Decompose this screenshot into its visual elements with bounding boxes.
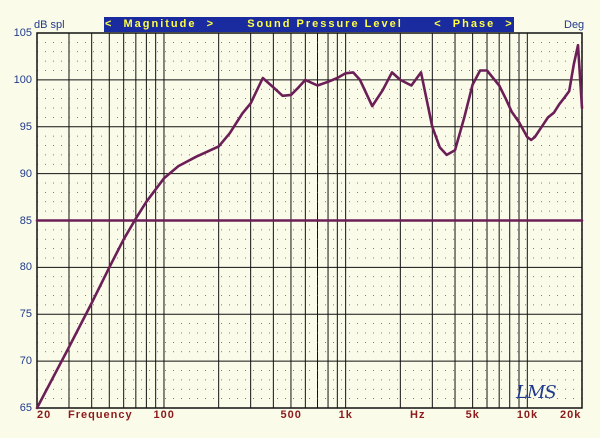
y-tick-label: 95 <box>19 120 32 133</box>
banner-magnitude: < Magnitude > <box>104 17 216 32</box>
y-tick-label: 85 <box>19 214 32 227</box>
spl-curve <box>35 43 584 410</box>
banner-title: Sound Pressure Level <box>216 17 434 32</box>
phase-axis-unit-label: Deg <box>564 19 585 31</box>
x-tick-label: 1k <box>338 409 353 421</box>
y-tick-label: 65 <box>19 402 32 414</box>
x-tick-label: 20 <box>37 409 52 421</box>
x-tick-label: 10k <box>516 409 539 421</box>
y-tick-label: 100 <box>13 73 32 86</box>
x-tick-label: 500 <box>280 409 302 421</box>
y-axis-unit-label: dB spl <box>34 19 65 31</box>
y-tick-label: 70 <box>19 355 32 368</box>
x-tick-label: 100 <box>153 409 175 421</box>
y-tick-label: 90 <box>19 167 32 180</box>
banner-phase: < Phase > <box>434 17 514 32</box>
y-tick-label: 75 <box>19 308 32 321</box>
x-tick-label: 5k <box>465 409 480 421</box>
y-tick-label: 105 <box>13 27 32 39</box>
x-axis-label: Frequency <box>68 409 133 421</box>
x-axis-unit-label: Hz <box>410 409 426 421</box>
lms-logo: LMS <box>516 382 557 403</box>
y-tick-label: 80 <box>19 261 32 274</box>
x-tick-label: 20k <box>560 409 582 421</box>
